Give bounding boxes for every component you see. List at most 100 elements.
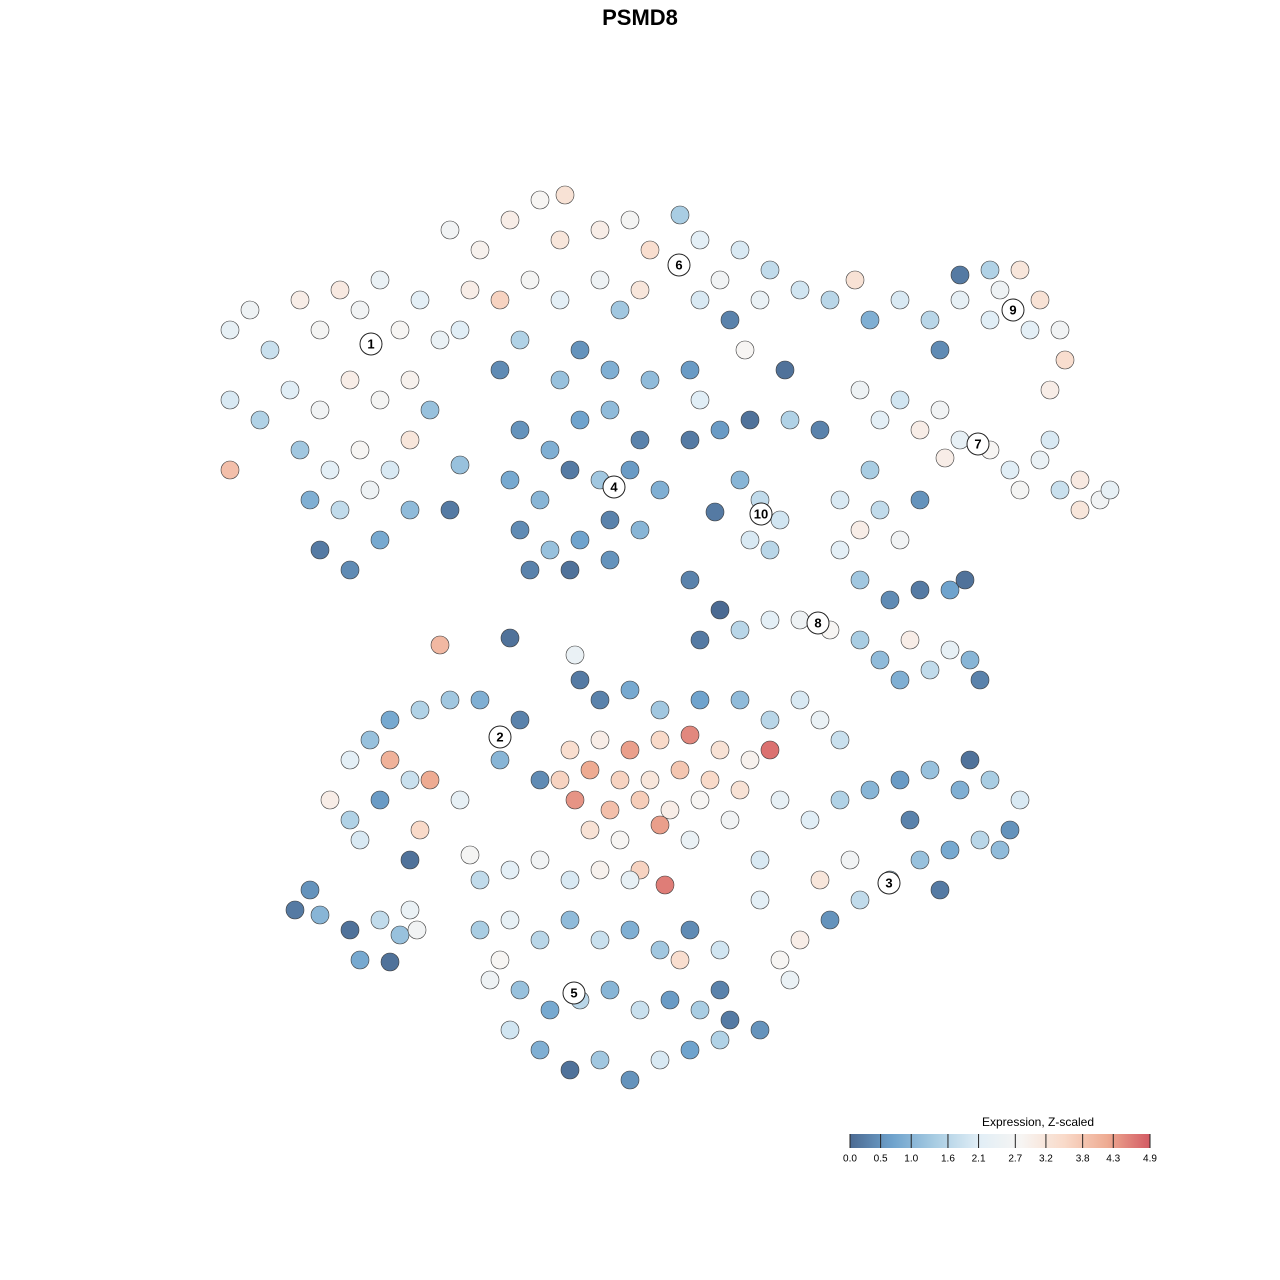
- point: [680, 570, 700, 590]
- point: [950, 290, 970, 310]
- point: [690, 1000, 710, 1020]
- point: [460, 280, 480, 300]
- point: [770, 510, 790, 530]
- colorbar-tick-label: 3.8: [1076, 1154, 1090, 1165]
- point: [490, 290, 510, 310]
- point: [850, 380, 870, 400]
- point: [380, 460, 400, 480]
- cluster-badge: [966, 432, 990, 456]
- point: [310, 905, 330, 925]
- point: [620, 920, 640, 940]
- point: [710, 1030, 730, 1050]
- point: [520, 560, 540, 580]
- cluster-badge: [877, 871, 901, 895]
- point: [890, 390, 910, 410]
- cluster-badge: [488, 725, 512, 749]
- point: [820, 910, 840, 930]
- point: [790, 610, 810, 630]
- points: [220, 185, 1120, 1090]
- point: [450, 790, 470, 810]
- point: [400, 370, 420, 390]
- point: [590, 270, 610, 290]
- point: [610, 770, 630, 790]
- cluster-label: 1: [367, 336, 374, 351]
- point: [380, 750, 400, 770]
- point: [920, 660, 940, 680]
- point: [935, 448, 955, 468]
- point: [600, 400, 620, 420]
- point: [930, 340, 950, 360]
- point: [720, 310, 740, 330]
- point: [565, 790, 585, 810]
- cluster-badge: [1001, 298, 1025, 322]
- point: [290, 440, 310, 460]
- point: [560, 1060, 580, 1080]
- point: [790, 930, 810, 950]
- point: [1010, 790, 1030, 810]
- point: [420, 400, 440, 420]
- point: [390, 320, 410, 340]
- point: [350, 830, 370, 850]
- colorbar-tick-label: 0.5: [874, 1154, 888, 1165]
- point: [220, 390, 240, 410]
- point: [620, 1070, 640, 1090]
- point: [460, 845, 480, 865]
- point: [590, 220, 610, 240]
- point: [1070, 470, 1090, 490]
- point: [920, 310, 940, 330]
- point: [730, 780, 750, 800]
- point: [590, 690, 610, 710]
- point: [520, 270, 540, 290]
- point: [630, 430, 650, 450]
- point: [560, 870, 580, 890]
- point: [600, 550, 620, 570]
- point: [1050, 480, 1070, 500]
- point: [220, 320, 240, 340]
- point: [470, 870, 490, 890]
- cluster-label: 3: [885, 875, 892, 890]
- point: [370, 390, 390, 410]
- point: [670, 760, 690, 780]
- point: [500, 628, 520, 648]
- cluster-badge: [562, 981, 586, 1005]
- point: [980, 770, 1000, 790]
- point: [850, 890, 870, 910]
- point: [690, 230, 710, 250]
- point: [510, 330, 530, 350]
- point: [410, 700, 430, 720]
- point: [630, 520, 650, 540]
- cluster-label: 2: [496, 729, 503, 744]
- point: [730, 690, 750, 710]
- point: [330, 280, 350, 300]
- cluster-label: 6: [675, 257, 682, 272]
- point: [940, 580, 960, 600]
- cluster-badge: [806, 611, 830, 635]
- point: [407, 920, 427, 940]
- point: [830, 540, 850, 560]
- point: [340, 370, 360, 390]
- point: [450, 320, 470, 340]
- point: [840, 850, 860, 870]
- point: [690, 390, 710, 410]
- point: [470, 690, 490, 710]
- point: [650, 480, 670, 500]
- point: [410, 290, 430, 310]
- point: [260, 340, 280, 360]
- point: [870, 410, 890, 430]
- point: [710, 980, 730, 1000]
- point: [360, 730, 380, 750]
- point: [565, 645, 585, 665]
- point: [910, 420, 930, 440]
- point: [710, 420, 730, 440]
- chart-title: PSMD8: [602, 5, 678, 30]
- point: [600, 800, 620, 820]
- point: [930, 880, 950, 900]
- point: [750, 890, 770, 910]
- point: [680, 1040, 700, 1060]
- point: [590, 730, 610, 750]
- point: [650, 700, 670, 720]
- point: [710, 740, 730, 760]
- point: [705, 502, 725, 522]
- point: [980, 260, 1000, 280]
- point: [370, 270, 390, 290]
